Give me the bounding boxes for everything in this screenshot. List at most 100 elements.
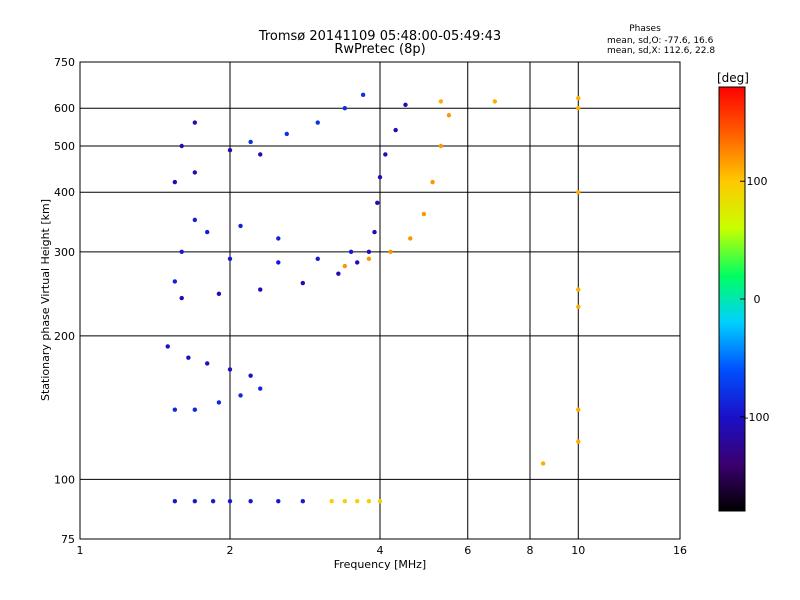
x-tick-label: 2 <box>227 544 234 557</box>
data-point <box>216 400 222 405</box>
data-point <box>238 223 243 229</box>
x-tick-label: 16 <box>673 544 687 557</box>
data-point <box>354 260 360 265</box>
data-point <box>192 120 198 125</box>
y-tick-label: 750 <box>54 56 75 69</box>
data-point <box>576 95 581 101</box>
data-points <box>165 92 581 504</box>
data-point <box>179 143 184 149</box>
data-point <box>342 263 348 269</box>
data-point <box>227 147 233 153</box>
y-tick-label: 400 <box>54 186 75 199</box>
data-point <box>165 344 170 349</box>
data-point <box>216 291 222 296</box>
data-point <box>540 461 546 466</box>
colorbar-ticks: 100 0 -100 <box>740 175 769 424</box>
x-tick-label: 6 <box>464 544 471 557</box>
y-tick-label: 600 <box>54 102 75 115</box>
data-point <box>366 249 372 255</box>
data-point <box>576 287 581 292</box>
colorbar-tick-label: 0 <box>754 293 761 306</box>
y-axis-label: Stationary phase Virtual Height [km] <box>39 199 52 401</box>
data-point <box>430 179 435 185</box>
colorbar-tick-label: -100 <box>745 411 770 424</box>
data-point <box>315 256 320 262</box>
data-point <box>204 361 210 366</box>
data-point <box>186 355 191 360</box>
data-point <box>172 499 178 504</box>
stats-heading: Phases <box>629 24 661 34</box>
data-point <box>421 211 427 217</box>
x-tick-label: 1 <box>77 544 84 557</box>
chart-title: Tromsø 20141109 05:48:00-05:49:43 <box>258 29 501 44</box>
axis-ticks: 1 2 4 6 8 10 16 75 100 200 300 400 500 600 750 <box>54 56 687 557</box>
data-point <box>248 373 253 378</box>
data-point <box>393 127 398 133</box>
data-point <box>438 143 444 149</box>
data-point <box>576 106 581 111</box>
stats-o-line: mean, sd,O: -77.6, 16.6 <box>607 36 714 46</box>
data-point <box>192 499 198 504</box>
data-point <box>192 407 198 412</box>
data-point <box>300 280 306 286</box>
x-axis-label: Frequency [MHz] <box>334 558 426 571</box>
data-point <box>315 120 320 125</box>
data-point <box>192 217 198 223</box>
x-tick-label: 8 <box>527 544 534 557</box>
data-point <box>276 499 281 504</box>
data-point <box>204 229 210 235</box>
data-point <box>377 175 383 180</box>
x-tick-label: 10 <box>571 544 585 557</box>
data-point <box>179 249 184 255</box>
data-point <box>227 499 233 504</box>
data-point <box>576 190 581 195</box>
x-tick-label: 4 <box>377 544 384 557</box>
data-point <box>354 499 360 504</box>
data-point <box>576 304 581 310</box>
data-point <box>383 152 388 157</box>
y-tick-label: 200 <box>54 330 75 343</box>
y-tick-label: 100 <box>54 473 75 486</box>
data-point <box>348 249 354 255</box>
data-point <box>210 499 216 504</box>
data-point <box>227 367 233 372</box>
stats-x-line: mean, sd,X: 112.6, 22.8 <box>607 46 715 56</box>
data-point <box>227 256 233 262</box>
data-point <box>258 287 263 292</box>
data-point <box>336 271 341 276</box>
data-point <box>576 407 581 412</box>
y-tick-label: 300 <box>54 246 75 259</box>
data-point <box>238 393 243 398</box>
data-point <box>360 92 366 98</box>
data-point <box>172 279 178 284</box>
data-point <box>366 256 372 262</box>
data-point <box>172 407 178 412</box>
data-point <box>446 113 452 118</box>
data-point <box>492 99 498 104</box>
y-tick-label: 500 <box>54 140 75 153</box>
data-point <box>438 99 444 104</box>
data-point <box>192 170 198 175</box>
y-tick-label: 75 <box>61 533 75 546</box>
colorbar-label: [deg] <box>717 71 749 85</box>
data-point <box>372 229 377 235</box>
data-point <box>300 499 306 504</box>
data-point <box>179 295 184 301</box>
data-point <box>258 152 263 157</box>
data-point <box>342 106 348 111</box>
data-point <box>329 499 334 504</box>
data-point <box>377 499 383 504</box>
data-point <box>403 102 408 108</box>
data-point <box>366 499 372 504</box>
data-point <box>342 499 348 504</box>
data-point <box>248 139 253 145</box>
data-point <box>408 236 413 241</box>
data-point <box>576 439 581 444</box>
data-point <box>375 200 380 206</box>
data-point <box>276 260 281 265</box>
chart-subtitle: RwPretec (8p) <box>334 42 425 57</box>
data-point <box>388 249 393 255</box>
data-point <box>284 131 289 137</box>
data-point <box>276 236 281 241</box>
